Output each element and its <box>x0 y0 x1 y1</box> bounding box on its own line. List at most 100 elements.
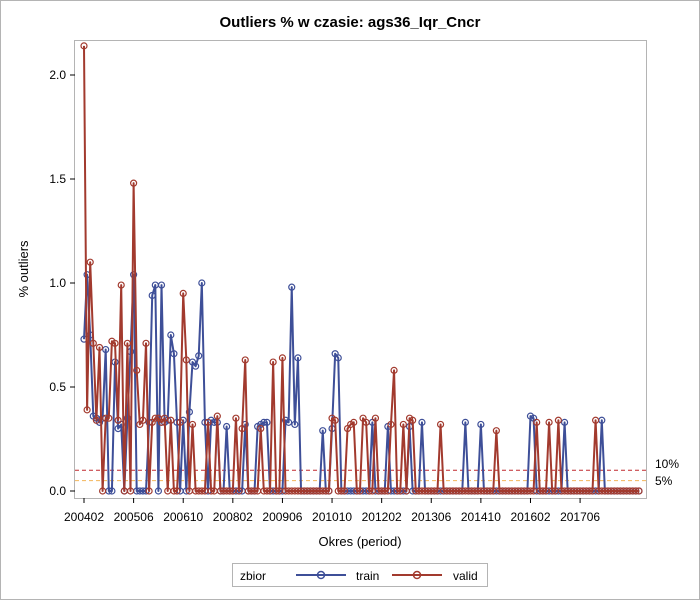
data-point-train <box>319 427 327 435</box>
reference-label-5pct: 5% <box>655 474 673 488</box>
data-point-train <box>334 354 342 362</box>
data-point-valid <box>539 487 547 495</box>
data-point-valid <box>133 366 141 374</box>
data-point-valid <box>161 414 169 422</box>
data-point-valid <box>635 487 643 495</box>
data-point-train <box>198 279 206 287</box>
legend-valid-label: valid <box>453 569 478 583</box>
x-tick-label: 200802 <box>213 510 253 524</box>
data-point-valid <box>173 487 181 495</box>
data-point-train <box>154 487 163 495</box>
data-point-valid <box>486 487 494 495</box>
data-point-train <box>170 350 178 358</box>
x-tick-label: 201706 <box>560 510 600 524</box>
data-point-valid <box>182 356 190 364</box>
data-point-valid <box>340 487 349 495</box>
x-tick-label: 201410 <box>461 510 501 524</box>
data-point-valid <box>322 487 330 495</box>
y-axis: 0.0 0.5 1.0 1.5 2.0 <box>49 68 75 498</box>
chart-title: Outliers % w czasie: ags36_Iqr_Cncr <box>220 14 481 31</box>
data-point-valid <box>145 487 153 495</box>
data-point-valid <box>139 416 147 424</box>
data-point-valid <box>632 487 640 495</box>
legend: zbior train valid <box>232 563 488 587</box>
data-point-valid <box>179 289 187 297</box>
data-point-train <box>560 418 569 426</box>
x-tick-label: 201202 <box>362 510 402 524</box>
data-point-valid <box>102 414 110 422</box>
x-tick-label: 200906 <box>262 510 302 524</box>
data-point-valid <box>356 487 364 495</box>
x-tick-label: 201306 <box>411 510 451 524</box>
data-point-train <box>167 331 175 339</box>
y-tick-label: 0.0 <box>49 484 66 498</box>
data-point-valid <box>117 281 125 289</box>
data-point-train <box>291 420 299 429</box>
data-point-valid <box>226 487 234 495</box>
data-point-valid <box>92 416 101 424</box>
data-point-train <box>294 354 302 362</box>
data-point-valid <box>548 487 556 495</box>
data-point-valid <box>86 258 94 266</box>
data-point-valid <box>114 416 122 424</box>
data-point-valid <box>257 425 265 433</box>
data-point-valid <box>89 339 97 347</box>
data-point-train <box>263 418 271 426</box>
data-point-train <box>461 418 469 426</box>
legend-frame <box>232 563 488 587</box>
data-point-valid <box>393 487 401 495</box>
data-point-valid <box>213 412 221 420</box>
data-point-valid <box>232 414 240 422</box>
data-point-train <box>157 281 166 289</box>
plot-area-frame <box>74 40 647 499</box>
data-point-valid <box>105 414 113 422</box>
x-tick-label: 200610 <box>163 510 203 524</box>
data-point-valid <box>176 418 184 426</box>
series-layer <box>80 42 643 495</box>
data-point-valid <box>554 416 562 424</box>
data-point-train <box>418 418 426 426</box>
data-point-train <box>477 420 485 429</box>
x-tick-label: 200506 <box>114 510 154 524</box>
data-point-valid <box>123 339 132 347</box>
data-point-valid <box>83 406 91 414</box>
data-point-valid <box>430 487 438 495</box>
data-point-valid <box>188 420 197 429</box>
y-tick-label: 1.0 <box>49 276 66 290</box>
legend-valid-marker <box>412 570 422 580</box>
data-point-valid <box>198 487 206 495</box>
data-point-valid <box>325 487 333 495</box>
data-point-valid <box>167 416 175 424</box>
data-point-valid <box>390 366 398 374</box>
data-point-valid <box>272 487 280 495</box>
data-point-valid <box>436 420 445 429</box>
y-axis-label: % outliers <box>16 240 31 298</box>
data-point-valid <box>371 414 380 422</box>
data-point-valid <box>585 487 593 495</box>
data-point-valid <box>207 487 215 495</box>
data-point-valid <box>111 339 119 347</box>
data-point-valid <box>241 356 249 364</box>
data-point-valid <box>80 42 88 50</box>
data-point-train <box>102 345 110 354</box>
data-point-valid <box>353 487 361 495</box>
data-point-valid <box>99 487 107 495</box>
data-point-valid <box>151 414 159 422</box>
data-point-valid <box>384 487 392 495</box>
data-point-valid <box>399 420 407 429</box>
data-point-train <box>108 487 116 495</box>
data-point-valid <box>402 487 411 495</box>
data-point-valid <box>278 354 287 362</box>
data-point-valid <box>526 487 535 495</box>
data-point-train <box>223 422 231 431</box>
x-axis-label: Okres (period) <box>318 534 401 549</box>
y-tick-label: 0.5 <box>49 380 66 394</box>
reference-lines: 10%5% <box>75 457 679 488</box>
data-point-valid <box>263 487 271 495</box>
data-point-valid <box>235 487 243 495</box>
data-point-valid <box>350 418 358 426</box>
data-point-valid <box>142 339 150 347</box>
data-point-valid <box>95 343 104 352</box>
x-tick-label: 201602 <box>510 510 550 524</box>
data-point-valid <box>238 425 246 433</box>
